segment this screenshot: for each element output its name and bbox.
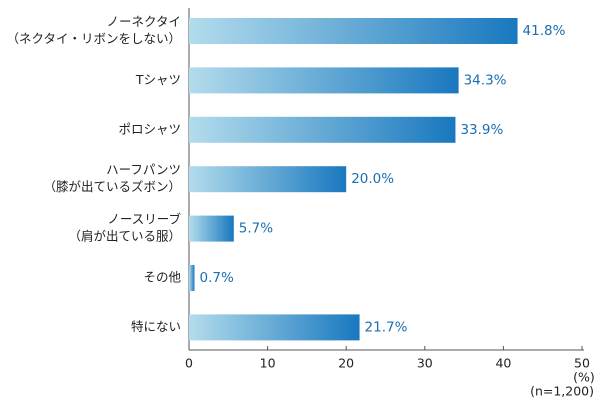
value-label: 21.7% xyxy=(365,319,408,335)
category-label: その他 xyxy=(143,270,181,285)
category-label: （ネクタイ・リボンをしない） xyxy=(6,31,181,46)
value-label: 5.7% xyxy=(239,221,273,237)
bar xyxy=(189,18,518,44)
bar xyxy=(189,166,347,193)
value-label: 34.3% xyxy=(464,72,507,88)
x-tick-label: 30 xyxy=(417,356,433,371)
x-axis-label: (%) xyxy=(573,370,595,385)
x-tick-label: 40 xyxy=(495,356,511,371)
category-label: ハーフパンツ xyxy=(106,162,181,177)
bar xyxy=(189,215,234,242)
bar xyxy=(189,314,360,341)
value-label: 33.9% xyxy=(460,122,503,138)
bar xyxy=(189,265,195,291)
bar xyxy=(189,67,459,94)
category-label: （膝が出ているズボン） xyxy=(43,179,181,194)
x-tick-label: 0 xyxy=(185,356,193,371)
value-label: 20.0% xyxy=(351,171,394,187)
x-tick-label: 50 xyxy=(574,356,590,371)
category-label: ノーネクタイ xyxy=(106,14,181,29)
category-label: ノースリーブ xyxy=(107,212,181,227)
category-label: （肩が出ている服） xyxy=(68,229,181,244)
note: (n=1,200) xyxy=(530,384,594,399)
x-tick-label: 10 xyxy=(260,356,276,371)
category-label: 特にない xyxy=(131,319,181,334)
x-tick-label: 20 xyxy=(338,356,354,371)
bar xyxy=(189,116,456,143)
category-label: Tシャツ xyxy=(135,72,181,87)
value-label: 0.7% xyxy=(200,270,234,286)
value-label: 41.8% xyxy=(523,23,566,39)
category-label: ポロシャツ xyxy=(118,121,181,136)
